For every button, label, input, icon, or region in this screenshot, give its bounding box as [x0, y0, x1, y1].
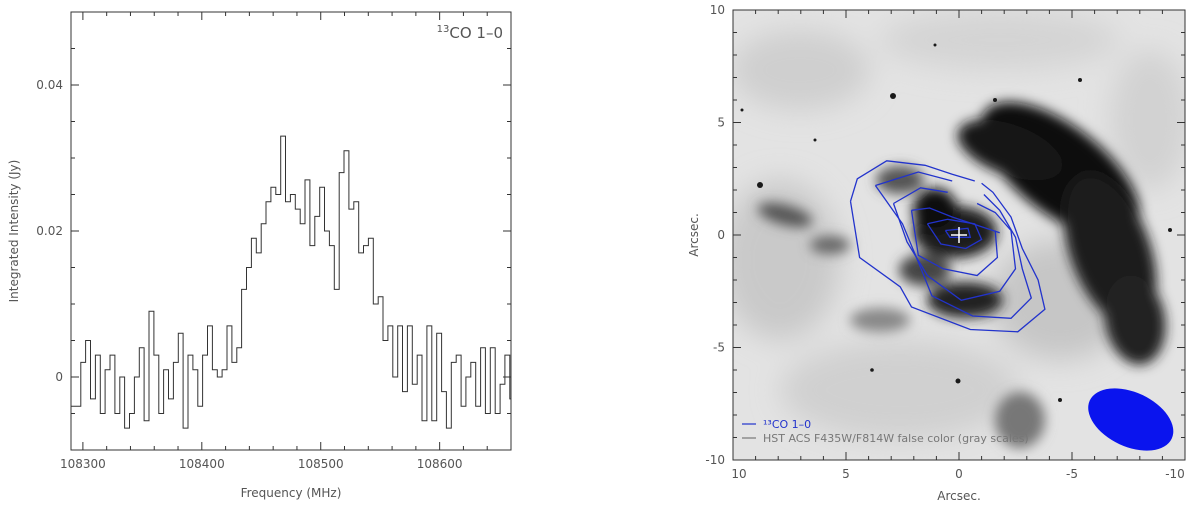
y-tick-label: -10	[705, 453, 725, 467]
y-tick-label: 0.04	[36, 78, 63, 92]
spectrum-frame	[70, 11, 512, 451]
x-tick-label: 108300	[60, 457, 106, 471]
legend: ¹³CO 1–0 HST ACS F435W/F814W false color…	[742, 418, 1029, 445]
map-ylabel: Arcsec.	[687, 213, 701, 257]
y-tick-label: 0	[55, 370, 63, 384]
y-tick-label: 10	[710, 3, 725, 17]
spectrum-panel: 108300 108400 108500 108600 0 0.02 0.04 Freque…	[7, 11, 512, 500]
map-ticks	[732, 9, 1186, 461]
spectrum-line-annotation: 13CO 1–0	[437, 24, 503, 42]
contour-line	[911, 207, 1000, 234]
beam-ellipse	[1088, 388, 1174, 451]
y-tick-label: 0.02	[36, 224, 63, 238]
annotation-transition: CO 1–0	[449, 24, 503, 42]
spectrum-ylabel: Integrated Intensity (Jy)	[7, 160, 21, 303]
map-panel: ¹³CO 1–0 HST ACS F435W/F814W false color…	[687, 3, 1186, 503]
center-marker	[951, 227, 967, 243]
x-tick-label: -5	[1066, 467, 1078, 481]
contour-line	[849, 182, 1046, 333]
x-tick-label: 108400	[179, 457, 225, 471]
contour-line	[944, 227, 972, 238]
map-tick-labels: 10 5 0 -5 -10 -10 -5 0 5 10	[705, 3, 1184, 481]
spectrum-tick-labels: 108300 108400 108500 108600 0 0.02 0.04	[36, 78, 462, 471]
spectrum-xlabel: Frequency (MHz)	[241, 486, 342, 500]
spectrum-ticks	[71, 12, 512, 451]
contour-line	[926, 218, 983, 250]
co-contours	[849, 160, 1046, 333]
contour-line	[849, 160, 975, 202]
contour-line	[875, 171, 953, 187]
x-tick-label: 10	[731, 467, 746, 481]
x-tick-label: 5	[842, 467, 850, 481]
map-xlabel: Arcsec.	[937, 489, 981, 503]
spectrum-series	[71, 135, 511, 429]
contour-line	[910, 210, 999, 277]
y-tick-label: -5	[713, 341, 725, 355]
x-tick-label: 0	[955, 467, 963, 481]
legend-label-co: ¹³CO 1–0	[763, 418, 811, 431]
contour-line	[892, 202, 1017, 302]
y-tick-label: 0	[717, 228, 725, 242]
contour-line	[893, 187, 948, 205]
x-tick-label: 108500	[298, 457, 344, 471]
y-tick-label: 5	[717, 116, 725, 130]
annotation-isotope: 13	[437, 24, 450, 35]
x-tick-label: 108600	[417, 457, 463, 471]
contour-line	[874, 185, 1033, 319]
x-tick-label: -10	[1165, 467, 1185, 481]
legend-label-hst: HST ACS F435W/F814W false color (gray sc…	[763, 432, 1029, 445]
hst-image: ¹³CO 1–0 HST ACS F435W/F814W false color…	[733, 10, 1185, 460]
